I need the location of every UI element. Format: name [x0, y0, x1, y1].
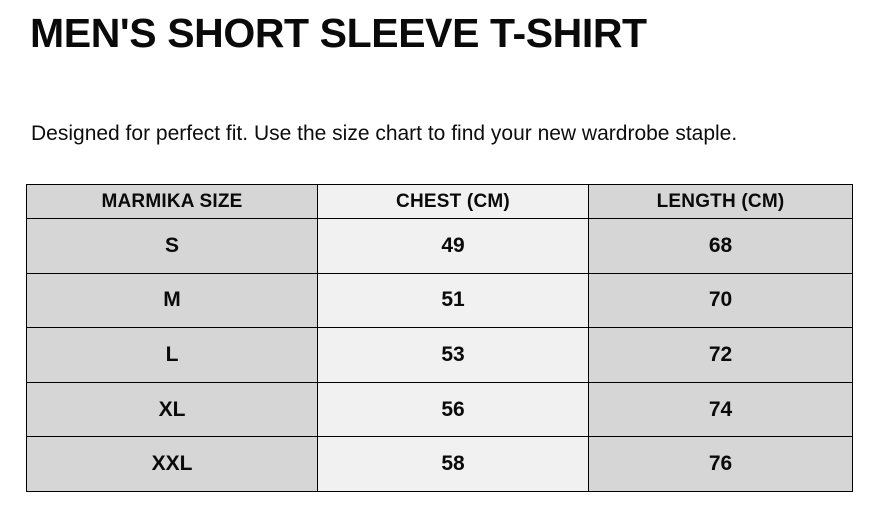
cell-chest: 51: [317, 272, 589, 329]
cell-length: 68: [588, 218, 853, 274]
column-header-size: MARMIKA SIZE: [26, 184, 318, 219]
table-header-row: MARMIKA SIZE CHEST (CM) LENGTH (CM): [26, 184, 853, 219]
cell-size: XXL: [26, 436, 318, 492]
table-header: MARMIKA SIZE CHEST (CM) LENGTH (CM): [26, 184, 853, 219]
table-row: XXL 58 76: [26, 436, 853, 492]
table-body: S 49 68 M 51 70 L 53 72 XL 56 74: [26, 218, 853, 492]
cell-chest: 49: [317, 218, 589, 274]
cell-size: L: [26, 327, 318, 383]
cell-chest: 53: [317, 327, 589, 383]
cell-length: 76: [588, 436, 853, 492]
size-chart-table: MARMIKA SIZE CHEST (CM) LENGTH (CM) S 49…: [26, 184, 853, 492]
column-header-chest: CHEST (CM): [317, 184, 589, 219]
cell-size: XL: [26, 381, 318, 438]
table-row: XL 56 74: [26, 381, 853, 438]
cell-chest: 56: [317, 381, 589, 438]
cell-chest: 58: [317, 436, 589, 492]
size-chart-table-container: MARMIKA SIZE CHEST (CM) LENGTH (CM) S 49…: [26, 184, 853, 492]
table-row: M 51 70: [26, 272, 853, 329]
page-subtitle: Designed for perfect fit. Use the size c…: [31, 122, 738, 145]
cell-length: 74: [588, 381, 853, 438]
page-title: MEN'S SHORT SLEEVE T-SHIRT: [30, 10, 647, 56]
table-row: S 49 68: [26, 218, 853, 274]
cell-size: S: [26, 218, 318, 274]
column-header-length: LENGTH (CM): [588, 184, 853, 219]
table-row: L 53 72: [26, 327, 853, 383]
cell-length: 72: [588, 327, 853, 383]
cell-size: M: [26, 272, 318, 329]
cell-length: 70: [588, 272, 853, 329]
